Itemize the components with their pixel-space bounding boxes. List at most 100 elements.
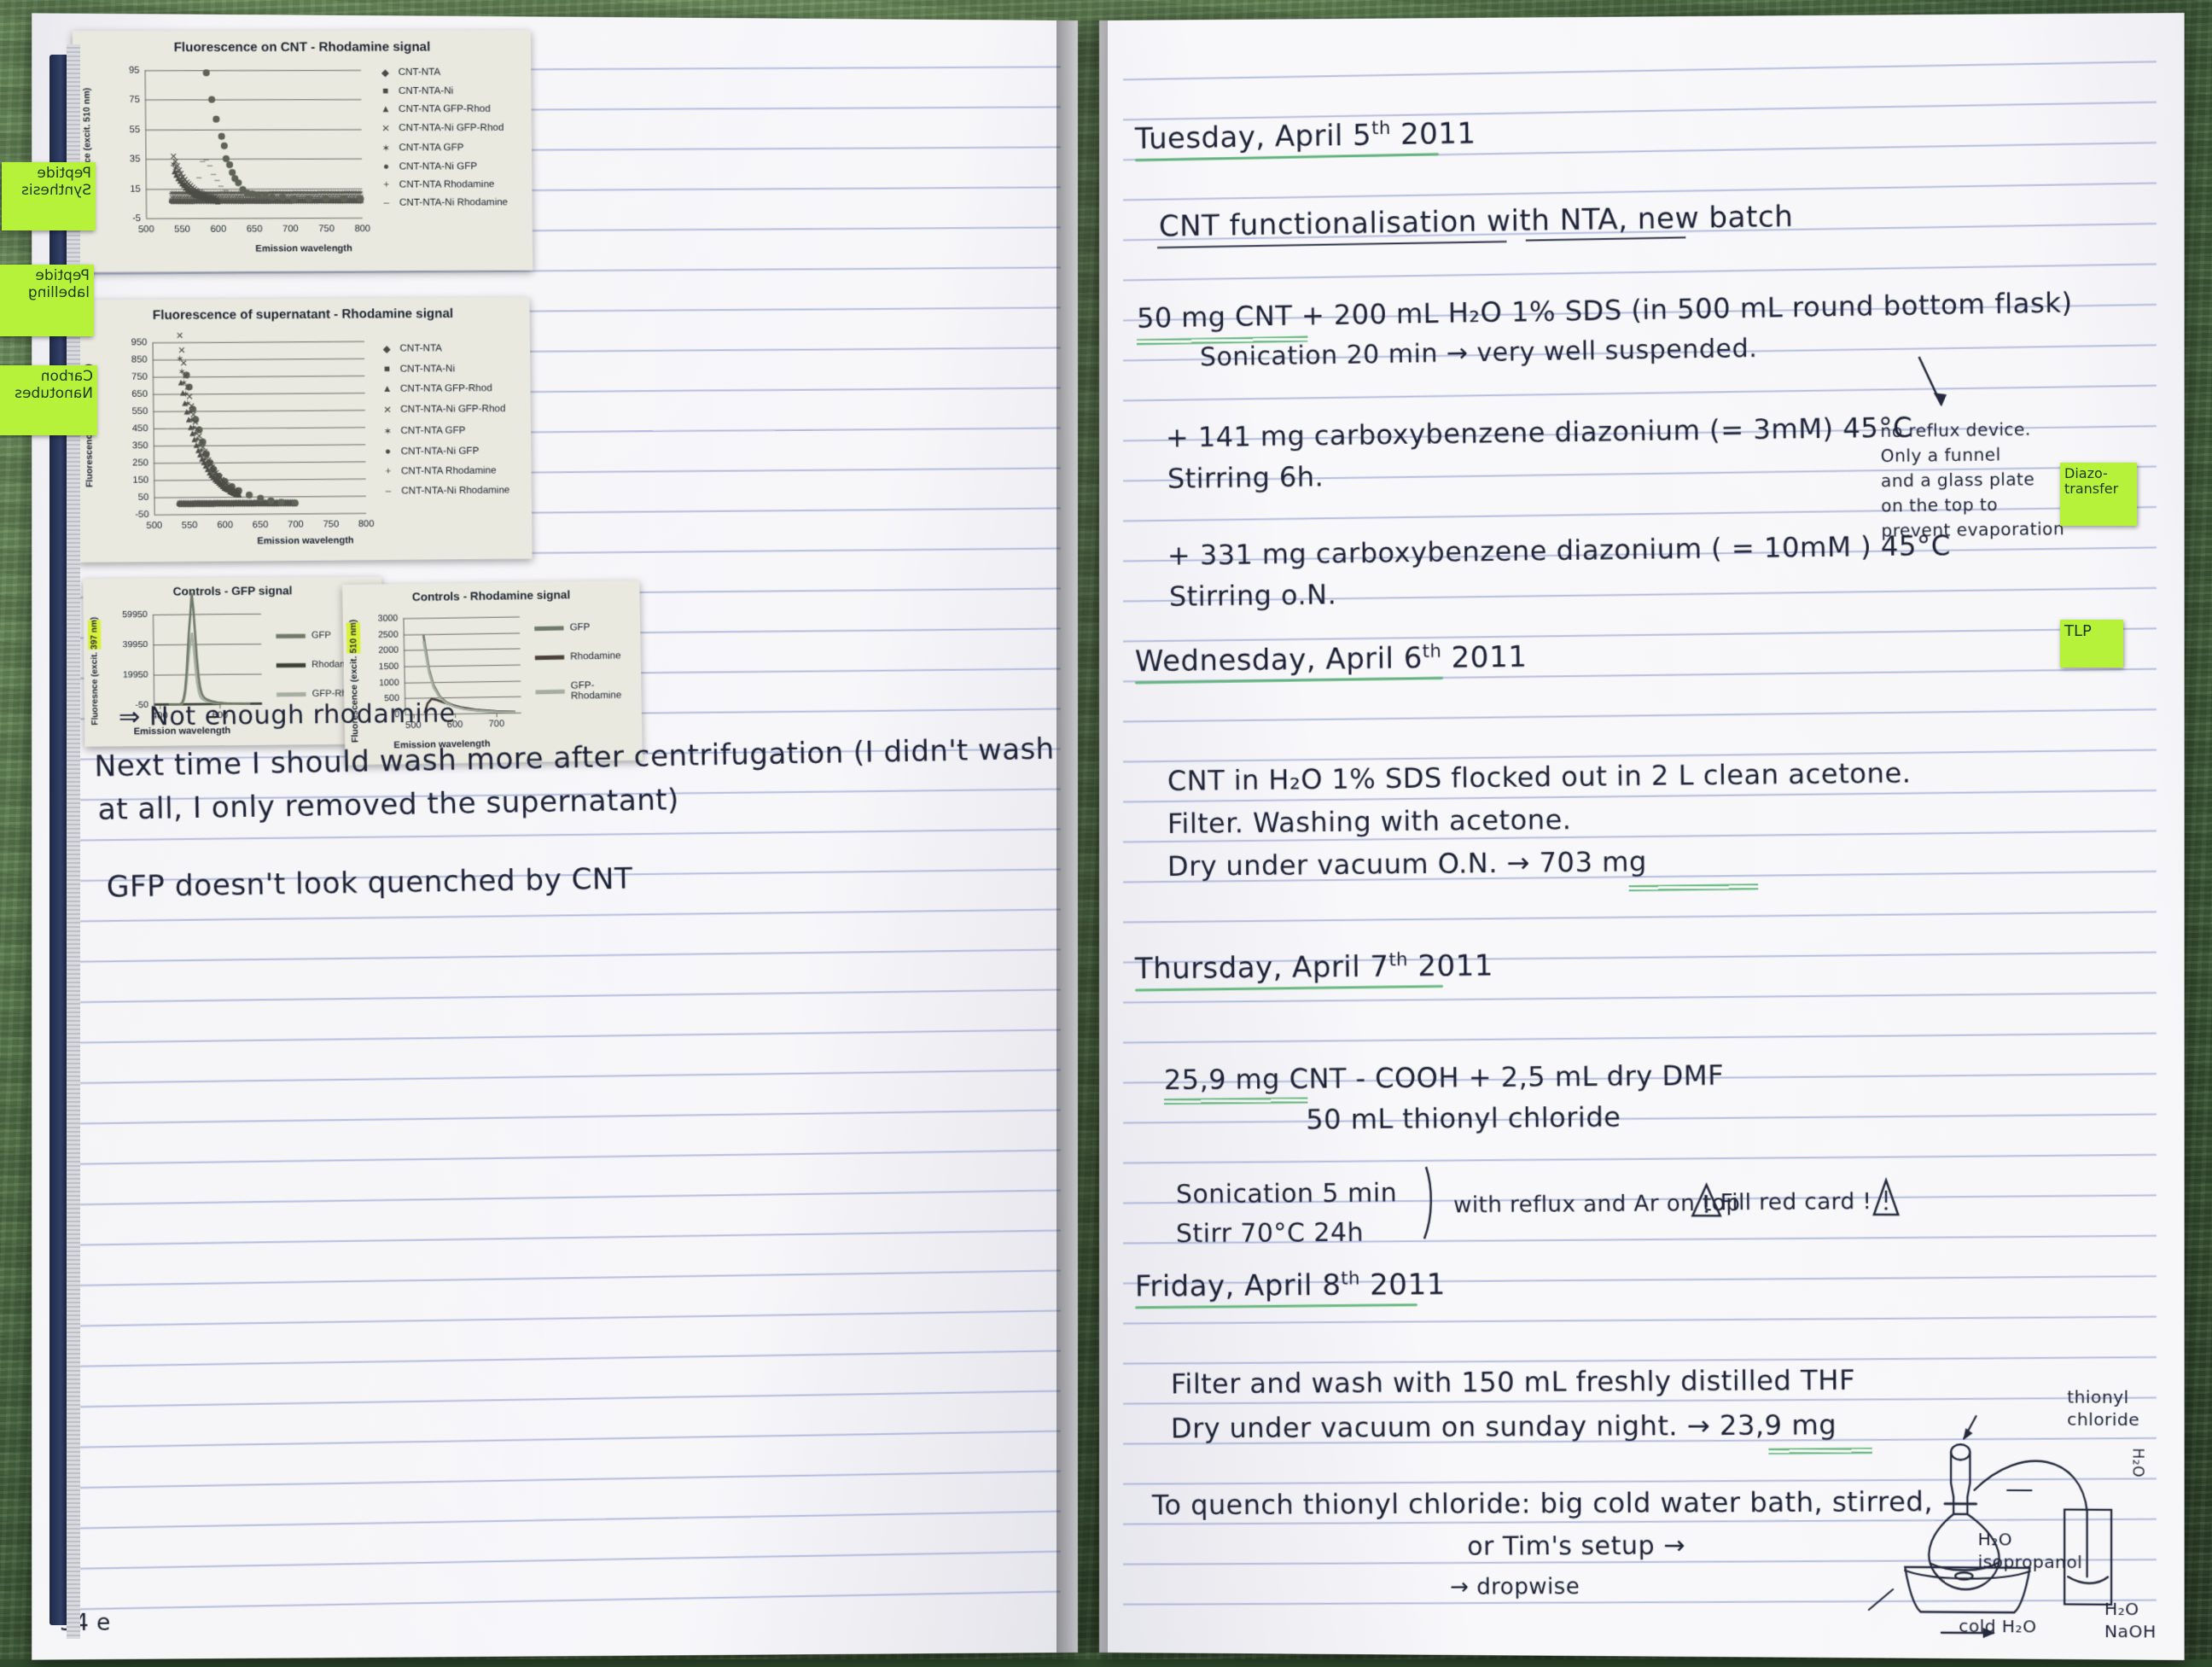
legend-label: CNT-NTA-Ni (400, 364, 456, 374)
data-point (290, 195, 297, 202)
ruled-line (1123, 1033, 2157, 1044)
x-axis-tick-label: 700 (288, 520, 304, 530)
x-axis-tick-label: 500 (146, 521, 162, 531)
legend-item: ✶CNT-NTA GFP (378, 424, 509, 437)
ruled-line (1123, 102, 2157, 121)
legend-label: GFP (569, 622, 590, 632)
x-axis-tick-label: 750 (323, 519, 339, 529)
data-point: ✕ (182, 370, 189, 382)
legend-label: GFP (311, 630, 331, 640)
ruled-line (1123, 1154, 2157, 1164)
ruled-line (79, 1350, 1061, 1367)
chart2-legend: ◆CNT-NTA■CNT-NTA-Ni▲CNT-NTA GFP-Rhod✕CNT… (377, 342, 509, 506)
ruled-line (79, 1390, 1061, 1408)
ruled-line (1123, 1113, 2157, 1123)
legend-item: –CNT-NTA-Ni Rhodamine (377, 197, 508, 208)
ruled-line (79, 1471, 1061, 1489)
legend-line-swatch (276, 662, 306, 667)
open-notebook: Fluorescence on CNT - Rhodamine signal F… (41, 20, 2174, 1652)
data-point (257, 495, 264, 502)
data-point (235, 179, 242, 186)
chart1-legend: ◆CNT-NTA■CNT-NTA-Ni▲CNT-NTA GFP-Rhod✕CNT… (375, 66, 508, 215)
legend-label: CNT-NTA Rhodamine (399, 179, 495, 189)
date-heading-friday: Friday, April 8th 2011 (1135, 1267, 1446, 1304)
legend-label: CNT-NTA-Ni (399, 86, 453, 96)
ruled-line (79, 1551, 1061, 1570)
sticky-tab-diazo-transfer[interactable]: Diazo- transfer (2060, 463, 2137, 526)
y-axis-tick-label: -50 (135, 510, 148, 520)
legend-marker-icon: ✶ (378, 425, 397, 437)
sticky-tab-tlp[interactable]: TLP (2060, 620, 2123, 667)
protocol-note-fill-red-card: Fill red card ! (1720, 1189, 1872, 1215)
protocol-line-tuesday-6: Stirring o.N. (1169, 578, 1337, 613)
y-axis-label-highlight: 510 nm (346, 622, 361, 654)
grid-line (153, 341, 364, 344)
ruled-line (1123, 385, 2157, 402)
legend-marker-icon: ▲ (376, 104, 395, 114)
x-axis-tick-label: 650 (247, 224, 263, 234)
date-heading-thursday: Thursday, April 7th 2011 (1135, 947, 1493, 986)
chart-controls-rhodamine: Controls - Rhodamine signal Fluorescence… (342, 580, 643, 766)
y-axis-tick-label: 3000 (378, 613, 399, 623)
legend-marker-icon: ■ (377, 364, 396, 375)
sticky-tab-peptide-labelling-label: Peptide labelling (28, 267, 90, 301)
y-axis-tick-label: 2500 (378, 629, 399, 639)
line-series (168, 632, 250, 705)
x-axis-tick-label: 650 (253, 520, 269, 530)
legend-item: ✶CNT-NTA GFP (376, 142, 507, 154)
x-axis-tick-label: 750 (318, 224, 335, 234)
data-point (202, 70, 209, 77)
data-point: – (224, 185, 229, 195)
data-point: ▲ (235, 490, 244, 500)
data-point: – (236, 191, 242, 201)
line-series-group (153, 614, 262, 705)
data-point: ✕ (176, 330, 183, 341)
y-axis-tick-label: 150 (132, 475, 148, 486)
ruled-line (79, 1511, 1061, 1530)
legend-marker-icon: ◆ (375, 67, 394, 79)
date-text-tuesday: Tuesday, April 5 (1135, 118, 1372, 156)
grid-line (154, 479, 365, 481)
protocol-line-friday-3: To quench thionyl chloride: big cold wat… (1152, 1485, 1933, 1521)
ruled-line (1123, 627, 2157, 642)
data-point (208, 96, 215, 103)
notebook-right-page: Tuesday, April 5th 2011 CNT functionalis… (1099, 13, 2185, 1660)
y-axis-tick-label: 39950 (123, 639, 148, 650)
sketch-label-h2o-naoh: H₂O NaOH (2104, 1598, 2157, 1643)
protocol-line-friday-dropwise: → dropwise (1450, 1574, 1580, 1600)
sticky-tab-peptide-labelling[interactable]: Peptide labelling (0, 265, 94, 336)
legend-item: –CNT-NTA-Ni Rhodamine (379, 485, 509, 496)
margin-note-no-reflux: no reflux device. Only a funnel and a gl… (1880, 417, 2064, 544)
legend-item: ■ CNT-NTA-Ni (377, 364, 508, 375)
legend-label: CNT-NTA GFP (400, 426, 465, 437)
y-axis-tick-label: 55 (130, 125, 141, 135)
date-sup-tuesday: th (1371, 117, 1391, 138)
ruled-line (79, 1070, 1061, 1084)
sketch-label-flask-side: H₂O (2128, 1448, 2145, 1478)
legend-label: CNT-NTA (399, 343, 442, 353)
y-axis-tick-label: 59950 (122, 609, 148, 620)
data-point: – (196, 172, 201, 183)
sticky-tab-carbon-nanotubes[interactable]: Carbon Nanotubes (0, 365, 97, 435)
legend-line-swatch (535, 689, 564, 694)
ruled-line (79, 1431, 1061, 1448)
x-axis-tick (497, 713, 498, 717)
legend-marker-icon: ✕ (378, 404, 397, 416)
grid-line (146, 218, 363, 219)
data-point (267, 498, 274, 504)
legend-marker-icon: + (376, 180, 395, 190)
ruled-line (79, 1591, 1061, 1611)
y-axis-tick-label: 350 (132, 440, 148, 451)
sticky-tab-peptide-synthesis[interactable]: Peptide Synthesis (2, 162, 96, 230)
y-axis-tick-label: 850 (131, 354, 148, 364)
legend-label: CNT-NTA-Ni Rhodamine (401, 485, 509, 496)
legend-item: ◆CNT-NTA (377, 342, 508, 355)
protocol-line-friday-4: or Tim's setup → (1467, 1530, 1685, 1561)
legend-label: CNT-NTA-Ni Rhodamine (399, 197, 508, 207)
y-axis-tick-label: 75 (129, 95, 140, 105)
sketch-label-h2o-isopropanol: H₂O isopropanol (1978, 1528, 2083, 1573)
grid-line (154, 513, 366, 516)
y-axis-label-tail: ) (348, 620, 358, 623)
